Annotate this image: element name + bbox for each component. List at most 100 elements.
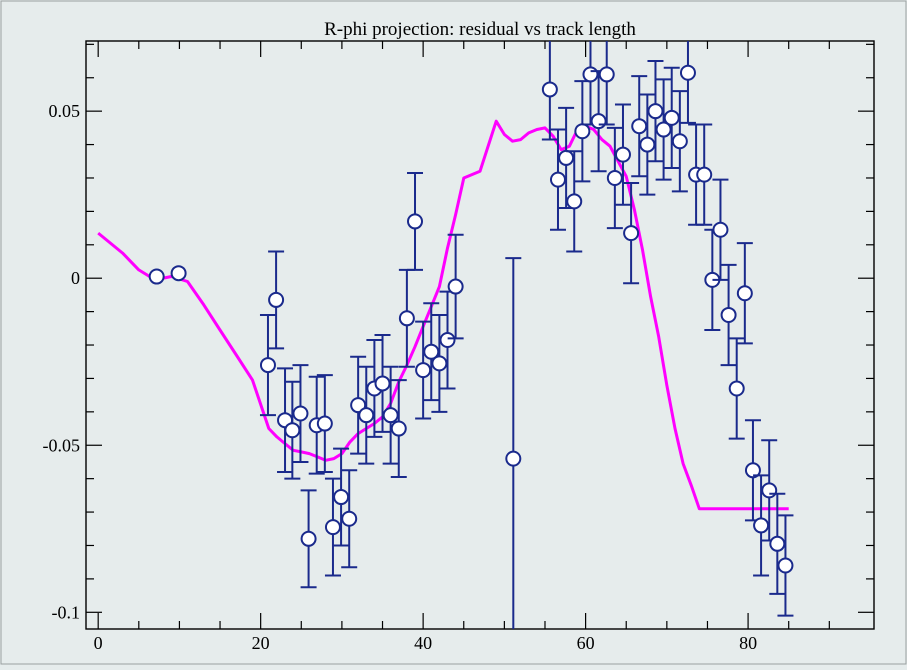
data-point xyxy=(541,41,558,141)
data-marker xyxy=(341,510,358,527)
data-marker xyxy=(663,109,680,126)
data-point xyxy=(358,365,375,465)
data-marker xyxy=(284,422,301,439)
data-point xyxy=(655,78,672,181)
data-marker xyxy=(439,332,456,349)
data-marker xyxy=(398,310,415,327)
data-point xyxy=(374,334,391,433)
y-tick-labels: 0.05 0 -0.05 -0.1 xyxy=(43,101,81,622)
data-marker xyxy=(148,268,165,285)
data-point xyxy=(505,257,522,629)
data-point xyxy=(439,290,456,390)
data-point xyxy=(671,90,688,193)
data-marker xyxy=(761,482,778,499)
data-marker xyxy=(712,221,729,238)
data-marker xyxy=(679,64,696,81)
data-point xyxy=(679,41,696,124)
x-tick-label: 60 xyxy=(577,633,595,653)
data-point xyxy=(566,150,583,253)
data-marker xyxy=(777,557,794,574)
x-tick-label: 40 xyxy=(414,633,432,653)
data-marker xyxy=(574,123,591,140)
data-marker xyxy=(300,530,317,547)
data-point xyxy=(382,365,399,465)
data-point xyxy=(341,469,358,569)
data-marker xyxy=(728,380,745,397)
data-point xyxy=(447,233,464,340)
data-marker xyxy=(374,375,391,392)
data-marker xyxy=(423,343,440,360)
points-group xyxy=(148,41,794,629)
data-point xyxy=(390,379,407,478)
y-tick-label: 0 xyxy=(71,268,80,288)
data-marker xyxy=(582,66,599,83)
data-marker xyxy=(382,407,399,424)
data-marker xyxy=(671,133,688,150)
data-marker xyxy=(744,462,761,479)
data-marker xyxy=(268,291,285,308)
data-point xyxy=(720,263,737,367)
y-tick-label: -0.05 xyxy=(43,435,81,455)
data-point xyxy=(407,171,424,271)
plot-frame xyxy=(85,40,875,630)
data-point xyxy=(423,302,440,402)
data-point xyxy=(639,93,656,196)
data-point xyxy=(398,268,415,368)
data-marker xyxy=(623,225,640,242)
x-tick-label: 0 xyxy=(94,633,103,653)
x-tick-label: 80 xyxy=(739,633,757,653)
data-marker xyxy=(415,362,432,379)
data-marker xyxy=(769,535,786,552)
data-point xyxy=(300,489,317,589)
data-point xyxy=(728,337,745,440)
data-point xyxy=(663,66,680,169)
axis-ticks xyxy=(86,41,874,629)
data-point xyxy=(623,181,640,285)
data-marker xyxy=(647,103,664,120)
data-marker xyxy=(736,285,753,302)
data-marker xyxy=(549,171,566,188)
data-marker xyxy=(333,489,350,506)
data-marker xyxy=(316,415,333,432)
data-marker xyxy=(431,355,448,372)
data-marker xyxy=(631,118,648,135)
data-point xyxy=(631,75,648,178)
data-marker xyxy=(590,113,607,130)
data-marker xyxy=(324,519,341,536)
data-point xyxy=(431,313,448,413)
data-point xyxy=(736,242,753,345)
data-marker xyxy=(358,407,375,424)
data-point xyxy=(614,103,631,206)
data-marker xyxy=(558,149,575,166)
x-tick-label: 20 xyxy=(252,633,270,653)
data-point xyxy=(148,268,165,285)
chart-title: R-phi projection: residual vs track leng… xyxy=(324,19,636,40)
data-point xyxy=(292,364,309,463)
data-point xyxy=(549,128,566,231)
data-marker xyxy=(720,306,737,323)
data-marker xyxy=(447,278,464,295)
data-marker xyxy=(390,420,407,437)
data-point xyxy=(284,380,301,480)
data-point xyxy=(333,447,350,547)
data-point xyxy=(268,250,285,350)
data-point xyxy=(324,477,341,577)
y-tick-label: -0.1 xyxy=(52,602,81,622)
data-point xyxy=(777,514,794,617)
data-marker xyxy=(614,146,631,163)
y-tick-label: 0.05 xyxy=(49,101,81,121)
data-marker xyxy=(598,66,615,83)
data-point xyxy=(259,313,276,417)
data-marker xyxy=(566,193,583,210)
x-tick-labels: 0 20 40 60 80 xyxy=(94,633,757,653)
data-point xyxy=(696,123,713,226)
data-marker xyxy=(606,169,623,186)
data-point xyxy=(647,60,664,163)
data-marker xyxy=(407,213,424,230)
data-marker xyxy=(639,136,656,153)
data-point xyxy=(415,320,432,420)
